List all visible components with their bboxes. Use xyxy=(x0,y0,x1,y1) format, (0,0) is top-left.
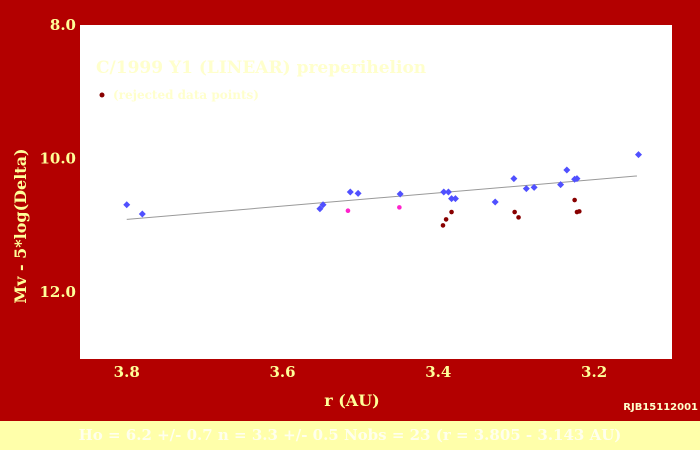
point-layer xyxy=(123,151,643,228)
point-accepted-19 xyxy=(635,151,643,159)
point-rejected-5 xyxy=(572,197,577,203)
point-accepted-5 xyxy=(354,189,362,197)
point-accepted-14 xyxy=(530,183,538,191)
point-highlighted-1 xyxy=(397,205,402,210)
fit-layer xyxy=(126,175,637,220)
plot-area xyxy=(80,25,672,359)
point-rejected-0 xyxy=(440,223,446,228)
point-rejected-7 xyxy=(577,209,582,214)
point-rejected-1 xyxy=(443,217,449,222)
y-tick-12.0: 12.0 xyxy=(39,283,76,301)
scatter-chart: 3.8 3.6 3.4 3.2 8.0 10.0 12.0 C/1999 Y1 (LINE… xyxy=(11,16,672,410)
legend-label: (rejected data points) xyxy=(113,88,259,102)
point-accepted-16 xyxy=(563,166,571,174)
legend-marker xyxy=(99,92,105,98)
footer-summary: Ho = 6.2 +/- 0.7 n = 3.3 +/- 0.5 Nobs = … xyxy=(0,421,700,450)
fit-line xyxy=(126,175,637,220)
point-accepted-12 xyxy=(510,175,518,183)
y-tick-10.0: 10.0 xyxy=(39,150,76,168)
point-accepted-6 xyxy=(396,190,404,198)
point-accepted-0 xyxy=(123,201,131,209)
y-axis-title: Mv - 5*log(Delta) xyxy=(11,148,30,303)
point-accepted-15 xyxy=(557,181,565,189)
point-accepted-9 xyxy=(448,195,456,203)
x-tick-3.4: 3.4 xyxy=(425,363,451,381)
point-accepted-18 xyxy=(573,175,581,183)
x-tick-3.8: 3.8 xyxy=(114,363,140,381)
point-accepted-13 xyxy=(522,185,530,193)
point-accepted-4 xyxy=(346,188,354,196)
x-axis-title: r (AU) xyxy=(324,391,380,410)
point-accepted-10 xyxy=(451,195,459,203)
point-accepted-2 xyxy=(316,205,324,213)
point-highlighted-0 xyxy=(345,208,351,214)
y-tick-8.0: 8.0 xyxy=(50,16,76,34)
point-accepted-11 xyxy=(491,198,499,206)
x-axis-ticks: 3.8 3.6 3.4 3.2 xyxy=(114,363,607,381)
point-rejected-4 xyxy=(516,215,521,220)
x-tick-3.6: 3.6 xyxy=(269,363,295,381)
point-accepted-1 xyxy=(138,210,146,218)
point-rejected-2 xyxy=(449,209,454,215)
x-tick-3.2: 3.2 xyxy=(581,363,607,381)
chart-title: C/1999 Y1 (LINEAR) preperihelion xyxy=(96,58,426,78)
y-axis-ticks: 8.0 10.0 12.0 xyxy=(39,16,76,301)
point-accepted-7 xyxy=(440,188,448,196)
credit-label: RJB15112001 xyxy=(623,402,698,413)
point-accepted-3 xyxy=(319,201,327,209)
point-rejected-3 xyxy=(512,209,517,215)
point-accepted-8 xyxy=(444,188,452,196)
